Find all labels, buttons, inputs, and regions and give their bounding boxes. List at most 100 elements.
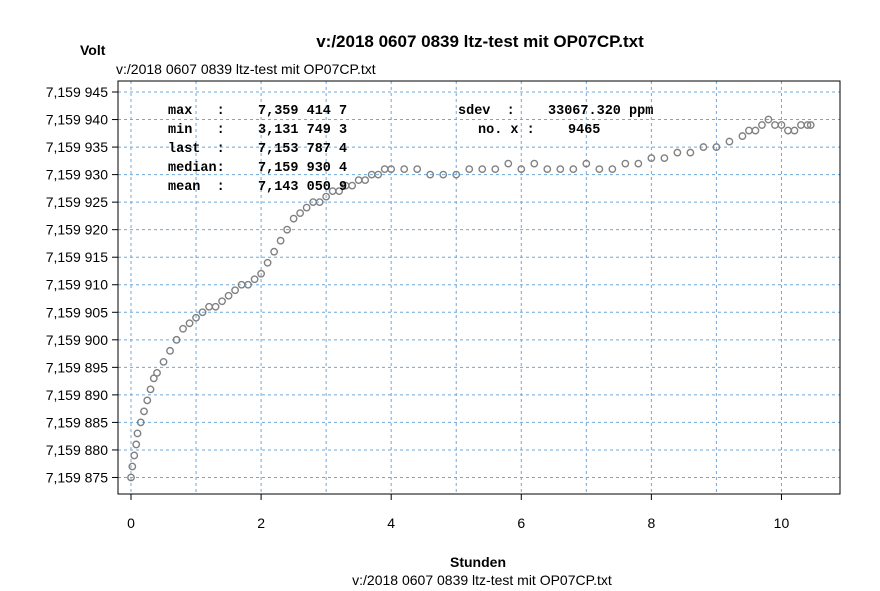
data-point [146, 385, 155, 394]
data-point [712, 143, 721, 151]
data-point [725, 137, 734, 146]
data-point [491, 165, 500, 174]
stat-max-value: 7,359 414 7 [258, 104, 347, 119]
stat-min-label: min : [168, 123, 225, 138]
chart-subtitle-top: v:/2018 0607 0839 ltz-test mit OP07CP.tx… [116, 61, 376, 77]
x-axis-label: Stunden [450, 554, 506, 570]
data-point [140, 407, 148, 416]
data-point [322, 192, 331, 201]
data-point [179, 324, 187, 333]
data-point [699, 143, 708, 151]
data-point [143, 396, 152, 405]
x-tick-label: 2 [257, 515, 265, 531]
data-points [127, 115, 815, 482]
data-point [621, 159, 630, 168]
data-point [361, 176, 370, 185]
y-tick-label: 7,159 910 [46, 277, 108, 293]
data-point [797, 121, 805, 129]
x-axis: 0 2 4 6 8 10 [127, 494, 789, 531]
data-point [400, 165, 409, 174]
data-point [790, 126, 799, 135]
data-point [335, 187, 344, 196]
data-point [132, 440, 141, 449]
data-point [764, 115, 773, 124]
data-point [504, 159, 513, 168]
data-point [205, 302, 213, 311]
data-point [380, 165, 389, 174]
stat-nox-label: no. x : [478, 123, 535, 138]
data-point [192, 313, 200, 322]
y-tick-label: 7,159 920 [46, 222, 108, 238]
data-point [751, 126, 760, 135]
data-point [211, 302, 220, 311]
data-point [149, 374, 158, 383]
stat-nox-value: 9465 [568, 123, 600, 138]
data-point [315, 198, 324, 207]
data-point [296, 209, 305, 218]
data-point [166, 346, 174, 355]
data-point [738, 132, 747, 140]
data-point [348, 181, 357, 190]
data-point [218, 297, 226, 306]
data-point [803, 121, 812, 129]
data-point [784, 126, 792, 135]
stat-last-label: last : [168, 142, 225, 157]
data-point [289, 214, 298, 223]
data-point [543, 165, 552, 174]
data-point [647, 154, 656, 162]
data-point [806, 121, 815, 129]
data-point [302, 203, 311, 212]
data-point [517, 165, 526, 174]
y-tick-label: 7,159 895 [46, 359, 108, 375]
data-point [673, 148, 682, 157]
stat-median-value: 7,159 930 4 [258, 161, 347, 176]
data-point [777, 121, 786, 129]
data-point [530, 159, 539, 168]
data-point [452, 170, 461, 179]
data-point [387, 165, 396, 174]
data-point [263, 258, 272, 267]
data-point [159, 357, 168, 366]
plot-frame [117, 80, 841, 495]
x-tick-label: 8 [647, 515, 655, 531]
x-tick-label: 4 [387, 515, 395, 531]
data-point [354, 176, 363, 185]
stat-sdev-value: 33067.320 ppm [548, 104, 653, 119]
data-point [133, 429, 142, 438]
data-point [130, 451, 139, 460]
y-tick-label: 7,159 900 [46, 332, 108, 348]
stat-sdev-label: sdev : [458, 104, 515, 119]
grid-lines [118, 81, 840, 494]
data-point [128, 462, 137, 471]
data-point [153, 368, 161, 377]
stats-box: max : 7,359 414 7 min : 3,131 749 3 last… [168, 104, 653, 195]
data-point [758, 121, 766, 129]
data-point [185, 319, 194, 328]
data-point [556, 165, 565, 174]
data-point [413, 165, 422, 174]
data-point [224, 291, 233, 300]
data-point [465, 165, 474, 174]
stat-mean-label: mean : [168, 180, 225, 195]
y-tick-label: 7,159 885 [46, 414, 108, 430]
data-point [569, 165, 578, 174]
chart-subtitle-bottom: v:/2018 0607 0839 ltz-test mit OP07CP.tx… [352, 572, 612, 588]
stat-max-label: max : [168, 104, 225, 119]
y-tick-label: 7,159 940 [46, 112, 108, 128]
data-point [608, 165, 617, 174]
chart-title: v:/2018 0607 0839 ltz-test mit OP07CP.tx… [316, 32, 644, 51]
data-point [771, 121, 779, 129]
stat-min-value: 3,131 749 3 [258, 123, 347, 138]
y-tick-label: 7,159 935 [46, 139, 108, 155]
y-tick-label: 7,159 875 [46, 469, 108, 485]
stat-median-label: median: [168, 161, 225, 176]
data-point [582, 159, 591, 168]
data-point [250, 275, 259, 284]
data-point [127, 473, 135, 482]
data-point [244, 280, 252, 289]
data-point [478, 165, 487, 174]
y-tick-label: 7,159 905 [46, 304, 108, 320]
y-tick-label: 7,159 890 [46, 387, 108, 403]
data-point [745, 126, 753, 135]
